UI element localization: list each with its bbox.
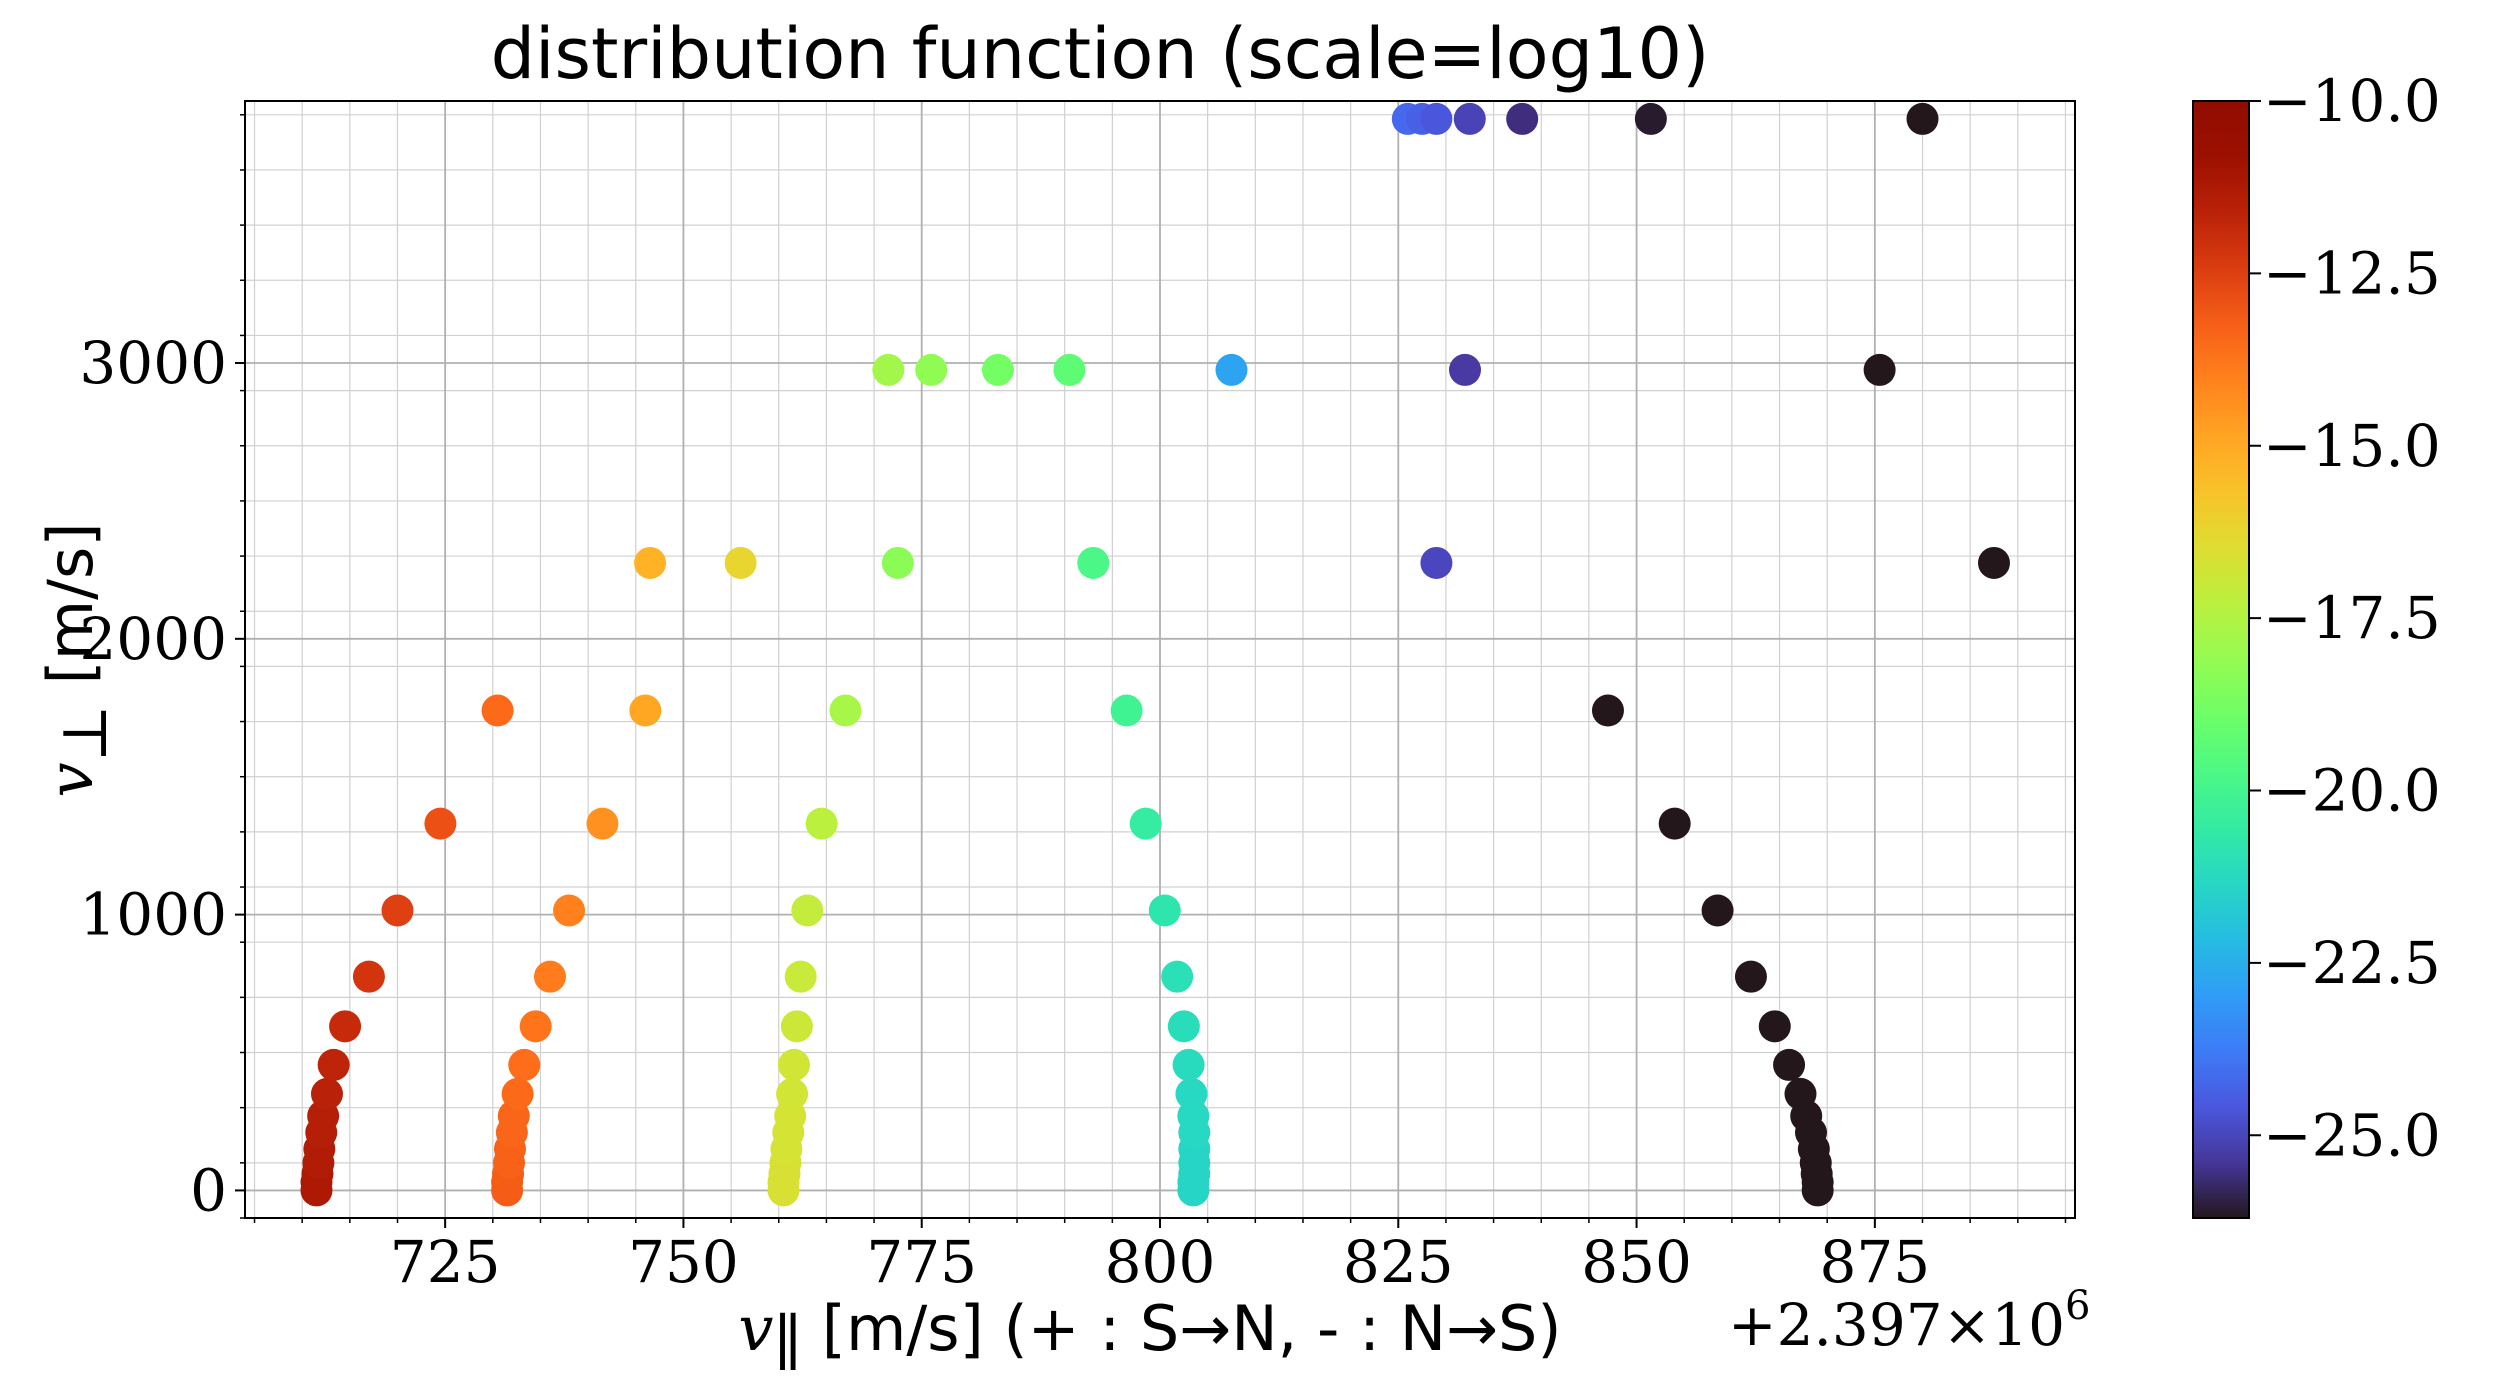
data-point (1215, 353, 1248, 386)
data-point (981, 353, 1014, 386)
x-tick-label: 825 (1343, 1228, 1454, 1296)
data-point (805, 807, 838, 840)
x-tick-label: 850 (1581, 1228, 1692, 1296)
data-point (424, 807, 457, 840)
x-tick-label: 775 (866, 1228, 977, 1296)
y-axis-label-var: v (34, 762, 107, 797)
data-point (1077, 546, 1110, 579)
y-tick-label: 2000 (79, 605, 227, 673)
data-point (1658, 807, 1691, 840)
data-point (352, 960, 385, 993)
x-tick-label: 800 (1105, 1228, 1216, 1296)
points (300, 102, 2010, 1207)
data-point (310, 1077, 343, 1110)
x-offset-label: +2.397×106 (1728, 1283, 2091, 1359)
data-point (508, 1048, 541, 1081)
data-point (881, 546, 914, 579)
data-point (481, 694, 514, 727)
data-point (1175, 1077, 1208, 1110)
colorbar-tick-label: −10.0 (2263, 67, 2441, 135)
data-point (1420, 546, 1453, 579)
colorbar-tick-label: −17.5 (2263, 584, 2441, 652)
data-point (829, 694, 862, 727)
data-point (1734, 960, 1767, 993)
data-point (1167, 1010, 1200, 1043)
data-point (1977, 546, 2010, 579)
data-point (1172, 1048, 1205, 1081)
x-tick-label: 750 (628, 1228, 739, 1296)
colorbar-tick-label: −22.5 (2263, 929, 2441, 997)
data-point (784, 960, 817, 993)
y-axis-label-rest: [m/s] (34, 522, 107, 704)
x-tick-label: 725 (390, 1228, 501, 1296)
x-offset-exponent: 6 (2065, 1283, 2090, 1329)
data-point (317, 1048, 350, 1081)
data-point (1758, 1010, 1791, 1043)
data-point (381, 894, 414, 927)
data-point (1773, 1048, 1806, 1081)
data-point (778, 1048, 810, 1081)
x-axis-label-var: v (738, 1292, 773, 1365)
data-point (1148, 894, 1181, 927)
data-point (1634, 102, 1667, 135)
x-tick-label: 875 (1819, 1228, 1930, 1296)
x-axis-label: v∥ [m/s] (+ : S→N, - : N→S) (738, 1292, 1561, 1375)
y-tick-label: 1000 (79, 881, 227, 949)
colorbar-ticks: −10.0 −12.5 −15.0 −17.5 −20.0 −22.5 −25.0 (2249, 67, 2441, 1169)
data-point (1053, 353, 1086, 386)
data-point (586, 807, 619, 840)
data-point (534, 960, 566, 993)
data-point (872, 353, 905, 386)
colorbar-tick-label: −25.0 (2263, 1101, 2441, 1169)
data-point (329, 1010, 362, 1043)
data-point (1784, 1077, 1817, 1110)
colorbar-tick-label: −12.5 (2263, 239, 2441, 307)
x-ticks: 725 750 775 800 825 850 875 (253, 1218, 2067, 1296)
colorbar (2192, 100, 2250, 1219)
data-point (1863, 353, 1896, 386)
data-point (791, 894, 824, 927)
data-point (724, 546, 757, 579)
x-offset-text: +2.397×10 (1728, 1291, 2065, 1359)
data-point (1701, 894, 1734, 927)
data-point (501, 1077, 534, 1110)
data-point (776, 1077, 809, 1110)
data-point (1110, 694, 1143, 727)
y-tick-label: 0 (190, 1156, 227, 1224)
data-point (1591, 694, 1624, 727)
grid (245, 101, 2075, 1219)
x-axis-label-sub: ∥ (773, 1306, 802, 1375)
data-point (1906, 102, 1939, 135)
data-point (1449, 353, 1481, 386)
y-tick-label: 3000 (79, 329, 227, 397)
y-ticks: 0 1000 2000 3000 (79, 114, 245, 1224)
colorbar-tick-label: −20.0 (2263, 757, 2441, 825)
data-point (1506, 102, 1539, 135)
colorbar-tick-label: −15.0 (2263, 412, 2441, 480)
data-point (1453, 102, 1486, 135)
data-point (1420, 102, 1453, 135)
x-axis-label-rest: [m/s] (+ : S→N, - : N→S) (802, 1292, 1561, 1365)
data-point (780, 1010, 813, 1043)
data-point (915, 353, 948, 386)
data-point (1129, 807, 1162, 840)
data-point (1161, 960, 1194, 993)
data-point (629, 694, 662, 727)
data-point (519, 1010, 552, 1043)
chart-title: distribution function (scale=log10) (491, 13, 1710, 95)
data-point (634, 546, 667, 579)
data-point (553, 894, 586, 927)
y-axis-label-sub: ⊥ (48, 704, 121, 762)
y-axis-label: v⊥ [m/s] (34, 522, 121, 797)
